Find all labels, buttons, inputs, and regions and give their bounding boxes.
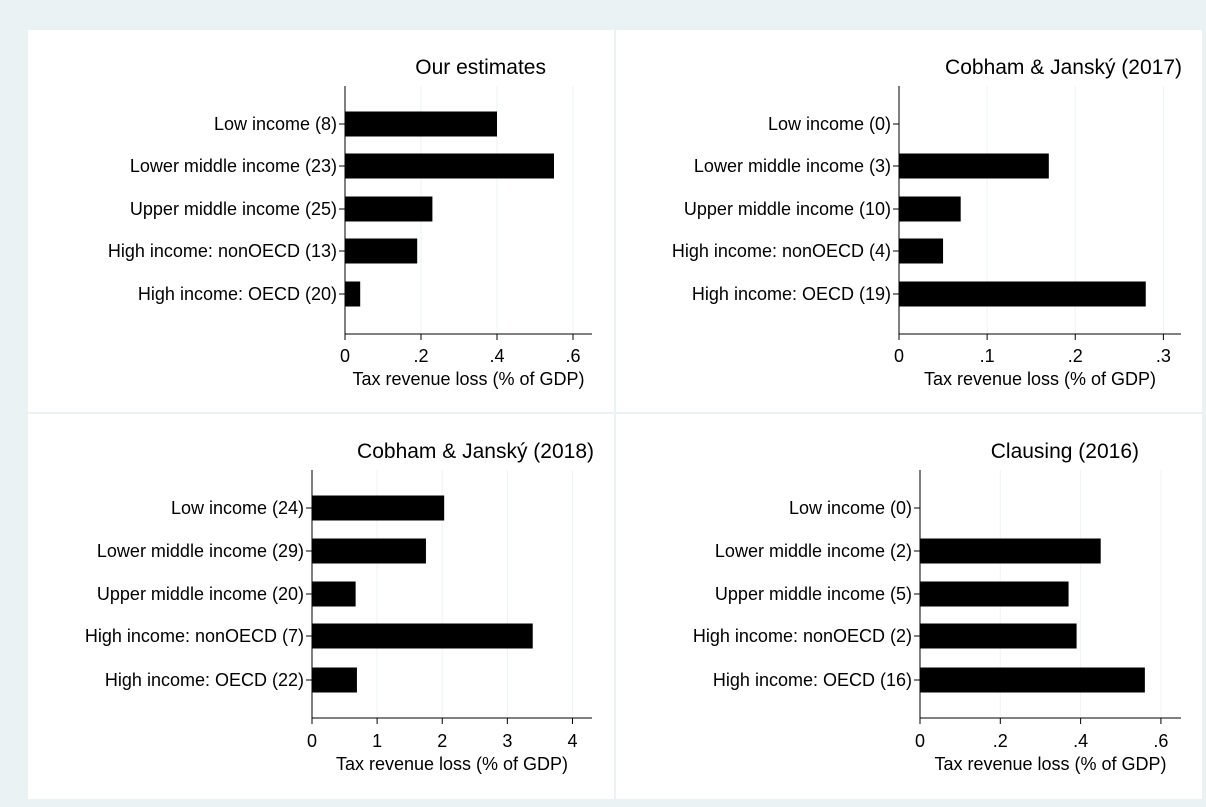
panel-1-x-tick-label: 0 <box>340 346 350 366</box>
panel-3-category-label: Lower middle income (29) <box>97 541 304 561</box>
panel-3-bar <box>312 495 445 521</box>
panel-2-bar <box>899 196 961 222</box>
panel-2-category-label: Upper middle income (10) <box>684 199 891 219</box>
panel-4-bar <box>920 581 1069 607</box>
panel-2-category-label: Low income (0) <box>768 114 891 134</box>
panel-2-category-label: Lower middle income (3) <box>694 156 891 176</box>
panel-2-bar <box>899 281 1146 307</box>
panel-4-category-label: Low income (0) <box>789 498 912 518</box>
panel-3-category-label: Upper middle income (20) <box>97 584 304 604</box>
panel-3-bar <box>312 667 357 693</box>
panel-4-x-tick-label: 0 <box>915 731 925 751</box>
panel-4-bar <box>920 538 1101 564</box>
panel-2-x-tick-label: .2 <box>1068 346 1083 366</box>
panel-4-bar <box>920 667 1145 693</box>
panel-4-category-label: Upper middle income (5) <box>715 584 912 604</box>
panel-4-category-label: High income: OECD (16) <box>713 670 912 690</box>
panel-4-background <box>616 414 1202 799</box>
panel-2-bar <box>899 238 944 264</box>
panel-3-x-tick-label: 3 <box>502 731 512 751</box>
panel-4-x-tick-label: .6 <box>1153 731 1168 751</box>
panel-4-title: Clausing (2016) <box>991 440 1139 463</box>
panel-4-category-label: High income: nonOECD (2) <box>693 626 912 646</box>
panel-3-title: Cobham & Janský (2018) <box>357 440 594 463</box>
panel-3-x-axis-title: Tax revenue loss (% of GDP) <box>336 754 568 774</box>
panel-2-bar <box>899 153 1049 179</box>
panel-2-category-label: High income: OECD (19) <box>692 284 891 304</box>
panel-2-x-tick-label: 0 <box>894 346 904 366</box>
panel-1-category-label: Upper middle income (25) <box>130 199 337 219</box>
panel-3-bar <box>312 538 426 564</box>
panel-3-bar <box>312 581 356 607</box>
panel-3-x-tick-label: 0 <box>307 731 317 751</box>
panel-4-x-tick-label: .2 <box>993 731 1008 751</box>
panel-2-title: Cobham & Janský (2017) <box>945 56 1182 79</box>
panel-3-category-label: High income: OECD (22) <box>105 670 304 690</box>
panel-3-x-tick-label: 1 <box>372 731 382 751</box>
panel-1-bar <box>345 281 361 307</box>
panel-3-category-label: Low income (24) <box>171 498 304 518</box>
panel-2-category-label: High income: nonOECD (4) <box>672 241 891 261</box>
panel-1-category-label: High income: nonOECD (13) <box>108 241 337 261</box>
panel-2-x-tick-label: .1 <box>980 346 995 366</box>
panel-4-x-axis-title: Tax revenue loss (% of GDP) <box>934 754 1166 774</box>
panel-1-bar <box>345 196 433 222</box>
panel-3-bar <box>312 623 533 649</box>
panel-4-category-label: Lower middle income (2) <box>715 541 912 561</box>
panel-1-category-label: High income: OECD (20) <box>138 284 337 304</box>
panel-1-category-label: Lower middle income (23) <box>130 156 337 176</box>
panel-3-category-label: High income: nonOECD (7) <box>85 626 304 646</box>
panel-1-x-axis-title: Tax revenue loss (% of GDP) <box>352 369 584 389</box>
panel-1-bar <box>345 111 497 137</box>
panel-2-x-axis-title: Tax revenue loss (% of GDP) <box>924 369 1156 389</box>
panel-1-category-label: Low income (8) <box>214 114 337 134</box>
panel-1-x-tick-label: .4 <box>489 346 504 366</box>
panel-1-title: Our estimates <box>415 56 546 79</box>
panel-4-bar <box>920 623 1077 649</box>
panel-1-background <box>28 30 614 412</box>
panel-1-bar <box>345 238 418 264</box>
panel-1-x-tick-label: .6 <box>565 346 580 366</box>
panel-1-x-tick-label: .2 <box>413 346 428 366</box>
panel-3-x-tick-label: 2 <box>437 731 447 751</box>
panel-2-x-tick-label: .3 <box>1156 346 1171 366</box>
panel-1-bar <box>345 153 554 179</box>
panel-3-x-tick-label: 4 <box>567 731 577 751</box>
panel-4-x-tick-label: .4 <box>1073 731 1088 751</box>
